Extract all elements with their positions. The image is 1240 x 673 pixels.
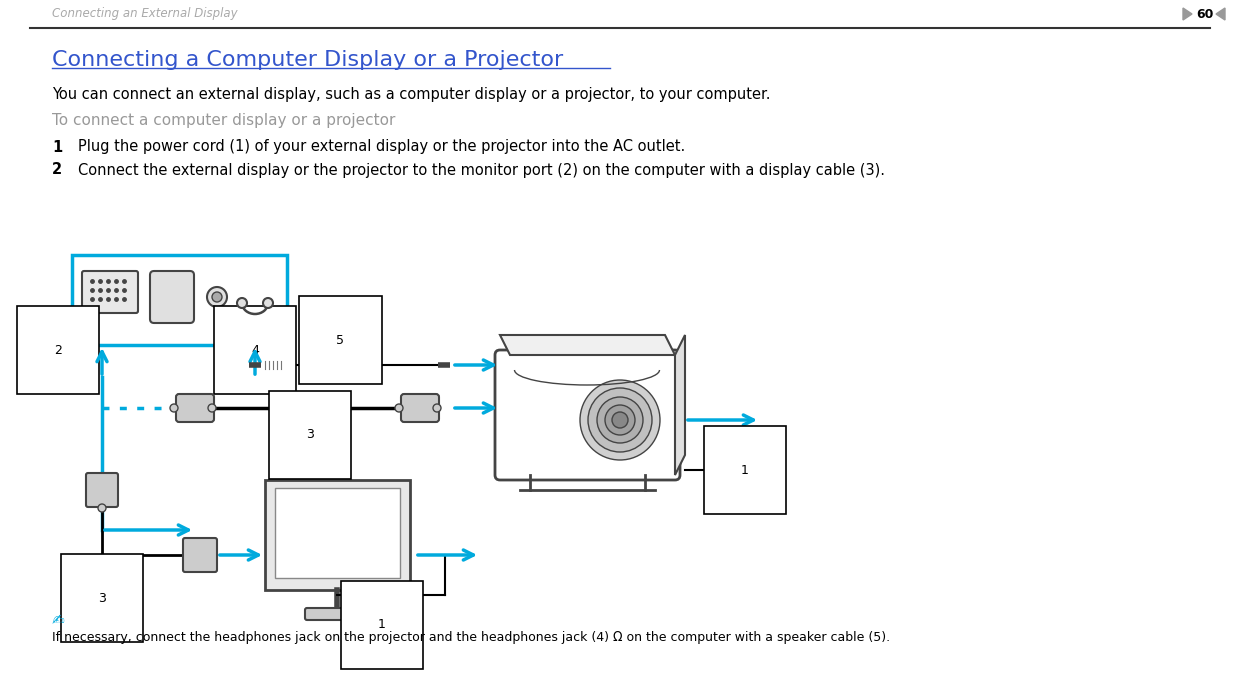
Text: 1: 1: [52, 139, 62, 155]
Circle shape: [613, 412, 627, 428]
Text: Plug the power cord (1) of your external display or the projector into the AC ou: Plug the power cord (1) of your external…: [78, 139, 686, 155]
Text: 5: 5: [336, 334, 343, 347]
FancyBboxPatch shape: [401, 394, 439, 422]
Text: 3: 3: [98, 592, 105, 604]
Text: 3: 3: [306, 429, 314, 441]
FancyBboxPatch shape: [184, 538, 217, 572]
Text: If necessary, connect the headphones jack on the projector and the headphones ja: If necessary, connect the headphones jac…: [52, 631, 890, 645]
Text: 2: 2: [55, 343, 62, 357]
Circle shape: [588, 388, 652, 452]
Text: To connect a computer display or a projector: To connect a computer display or a proje…: [52, 112, 396, 127]
Circle shape: [433, 404, 441, 412]
Text: 2: 2: [52, 162, 62, 178]
Text: Connecting an External Display: Connecting an External Display: [52, 7, 238, 20]
FancyBboxPatch shape: [495, 350, 680, 480]
Circle shape: [237, 298, 247, 308]
Text: ✍: ✍: [52, 612, 64, 627]
Circle shape: [98, 504, 105, 512]
FancyBboxPatch shape: [150, 271, 193, 323]
Text: 1: 1: [378, 618, 386, 631]
Text: You can connect an external display, such as a computer display or a projector, : You can connect an external display, suc…: [52, 87, 770, 102]
Circle shape: [580, 380, 660, 460]
Polygon shape: [500, 335, 675, 355]
FancyBboxPatch shape: [82, 271, 138, 313]
Text: 4: 4: [250, 343, 259, 357]
Text: Connect the external display or the projector to the monitor port (2) on the com: Connect the external display or the proj…: [78, 162, 885, 178]
Circle shape: [605, 405, 635, 435]
FancyBboxPatch shape: [305, 608, 370, 620]
Circle shape: [208, 404, 216, 412]
FancyBboxPatch shape: [72, 255, 286, 345]
FancyBboxPatch shape: [275, 488, 401, 578]
Circle shape: [396, 404, 403, 412]
Circle shape: [263, 298, 273, 308]
Circle shape: [596, 397, 644, 443]
Circle shape: [170, 404, 179, 412]
Text: 1: 1: [742, 464, 749, 476]
Text: Connecting a Computer Display or a Projector: Connecting a Computer Display or a Proje…: [52, 50, 563, 70]
Polygon shape: [675, 335, 684, 475]
Circle shape: [207, 287, 227, 307]
FancyBboxPatch shape: [86, 473, 118, 507]
Circle shape: [212, 292, 222, 302]
Polygon shape: [1216, 8, 1225, 20]
Polygon shape: [1183, 8, 1192, 20]
Text: 60: 60: [1197, 7, 1214, 20]
FancyBboxPatch shape: [176, 394, 215, 422]
FancyBboxPatch shape: [265, 480, 410, 590]
